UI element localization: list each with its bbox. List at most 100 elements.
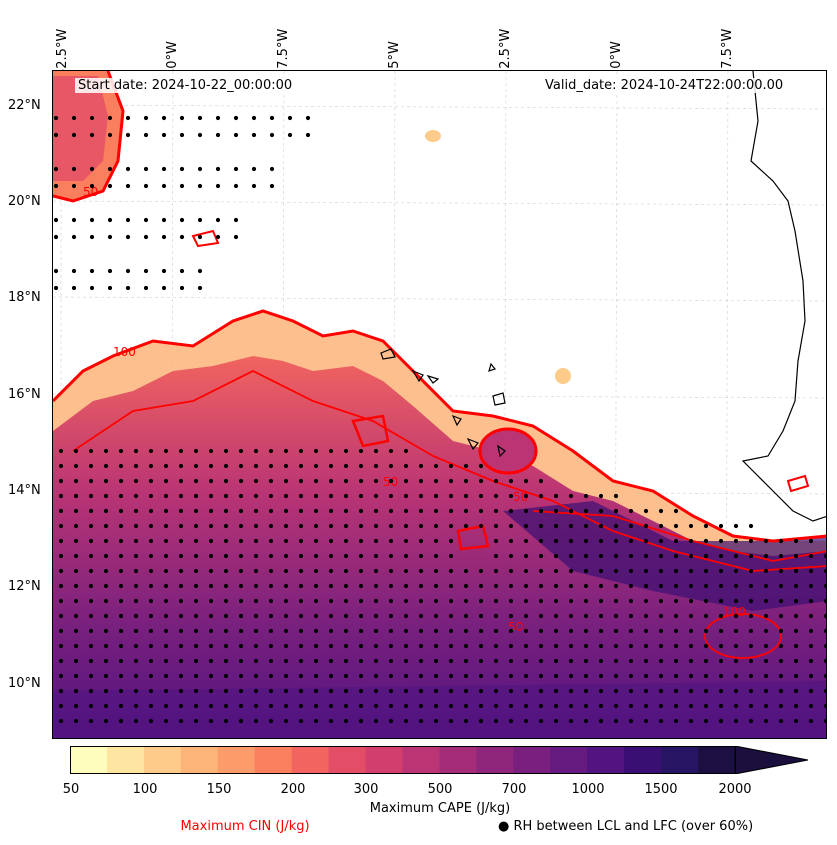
rh-dot: [448, 463, 454, 469]
rh-dot: [328, 673, 334, 679]
rh-dot: [763, 658, 769, 664]
rh-dot: [233, 234, 239, 240]
rh-dot: [343, 673, 349, 679]
rh-dot: [523, 538, 529, 544]
rh-dot: [208, 538, 214, 544]
rh-dot: [718, 613, 724, 619]
rh-dot: [223, 568, 229, 574]
rh-dot: [703, 688, 709, 694]
rh-dot: [403, 463, 409, 469]
rh-dot: [418, 553, 424, 559]
rh-dot: [328, 448, 334, 454]
rh-dot: [598, 583, 604, 589]
rh-dot: [778, 583, 784, 589]
rh-dot: [778, 598, 784, 604]
rh-dot: [223, 508, 229, 514]
rh-dot: [305, 115, 311, 121]
rh-dot: [748, 688, 754, 694]
rh-dot: [523, 508, 529, 514]
cbar-block: [217, 746, 256, 774]
rh-dot: [178, 583, 184, 589]
rh-dot: [53, 268, 59, 274]
rh-dot: [553, 493, 559, 499]
rh-dot: [253, 598, 259, 604]
rh-dot: [73, 463, 79, 469]
rh-dot: [613, 628, 619, 634]
rh-dot: [418, 673, 424, 679]
rh-dot: [463, 478, 469, 484]
rh-dot: [433, 628, 439, 634]
rh-dot: [433, 463, 439, 469]
rh-dot: [88, 463, 94, 469]
rh-dot: [598, 658, 604, 664]
rh-dot: [298, 583, 304, 589]
rh-dot: [269, 166, 275, 172]
rh-dot: [313, 598, 319, 604]
rh-dot: [328, 658, 334, 664]
rh-dot: [197, 115, 203, 121]
rh-dot: [103, 463, 109, 469]
rh-dot: [508, 583, 514, 589]
rh-dot: [808, 703, 814, 709]
rh-dot: [373, 613, 379, 619]
rh-dot: [658, 598, 664, 604]
rh-dot: [373, 523, 379, 529]
rh-dot: [793, 643, 799, 649]
rh-dot: [178, 493, 184, 499]
rh-dot: [358, 673, 364, 679]
rh-dot: [148, 553, 154, 559]
rh-dot: [283, 523, 289, 529]
rh-dot: [178, 568, 184, 574]
rh-dot: [298, 448, 304, 454]
rh-dot: [643, 583, 649, 589]
rh-dot: [73, 703, 79, 709]
rh-dot: [778, 553, 784, 559]
rh-dot: [793, 583, 799, 589]
rh-dot: [823, 583, 826, 589]
rh-dot: [418, 508, 424, 514]
coastline: [380, 71, 826, 522]
rh-dot: [58, 628, 64, 634]
rh-dot: [89, 132, 95, 138]
rh-dot: [268, 613, 274, 619]
rh-dot: [628, 553, 634, 559]
rh-dot: [658, 673, 664, 679]
rh-dot: [598, 628, 604, 634]
rh-dot: [73, 553, 79, 559]
rh-dot: [403, 658, 409, 664]
rh-dot: [643, 538, 649, 544]
rh-dot: [433, 718, 439, 724]
rh-dot: [463, 613, 469, 619]
rh-dot: [118, 568, 124, 574]
rh-dot: [163, 718, 169, 724]
rh-dot: [253, 568, 259, 574]
rh-dot: [493, 538, 499, 544]
rh-dot: [103, 553, 109, 559]
rh-dot: [643, 553, 649, 559]
rh-dot: [208, 718, 214, 724]
rh-dot: [88, 493, 94, 499]
rh-dot: [253, 583, 259, 589]
rh-dot: [103, 673, 109, 679]
rh-dot: [223, 463, 229, 469]
rh-dot: [193, 553, 199, 559]
rh-dot: [658, 538, 664, 544]
rh-dot: [179, 234, 185, 240]
rh-dot: [628, 538, 634, 544]
rh-dot: [433, 613, 439, 619]
rh-dot: [163, 493, 169, 499]
rh-dot: [328, 478, 334, 484]
rh-dot: [628, 508, 634, 514]
rh-dot: [688, 658, 694, 664]
rh-dot: [628, 583, 634, 589]
rh-dot: [73, 688, 79, 694]
rh-dot: [823, 553, 826, 559]
rh-dot: [568, 598, 574, 604]
rh-dot: [143, 115, 149, 121]
map-panel[interactable]: 50 100 50 50 100 50: [52, 70, 827, 739]
rh-dot: [223, 448, 229, 454]
rh-dot: [493, 493, 499, 499]
rh-dot: [298, 628, 304, 634]
rh-dot: [628, 703, 634, 709]
rh-dot: [268, 448, 274, 454]
